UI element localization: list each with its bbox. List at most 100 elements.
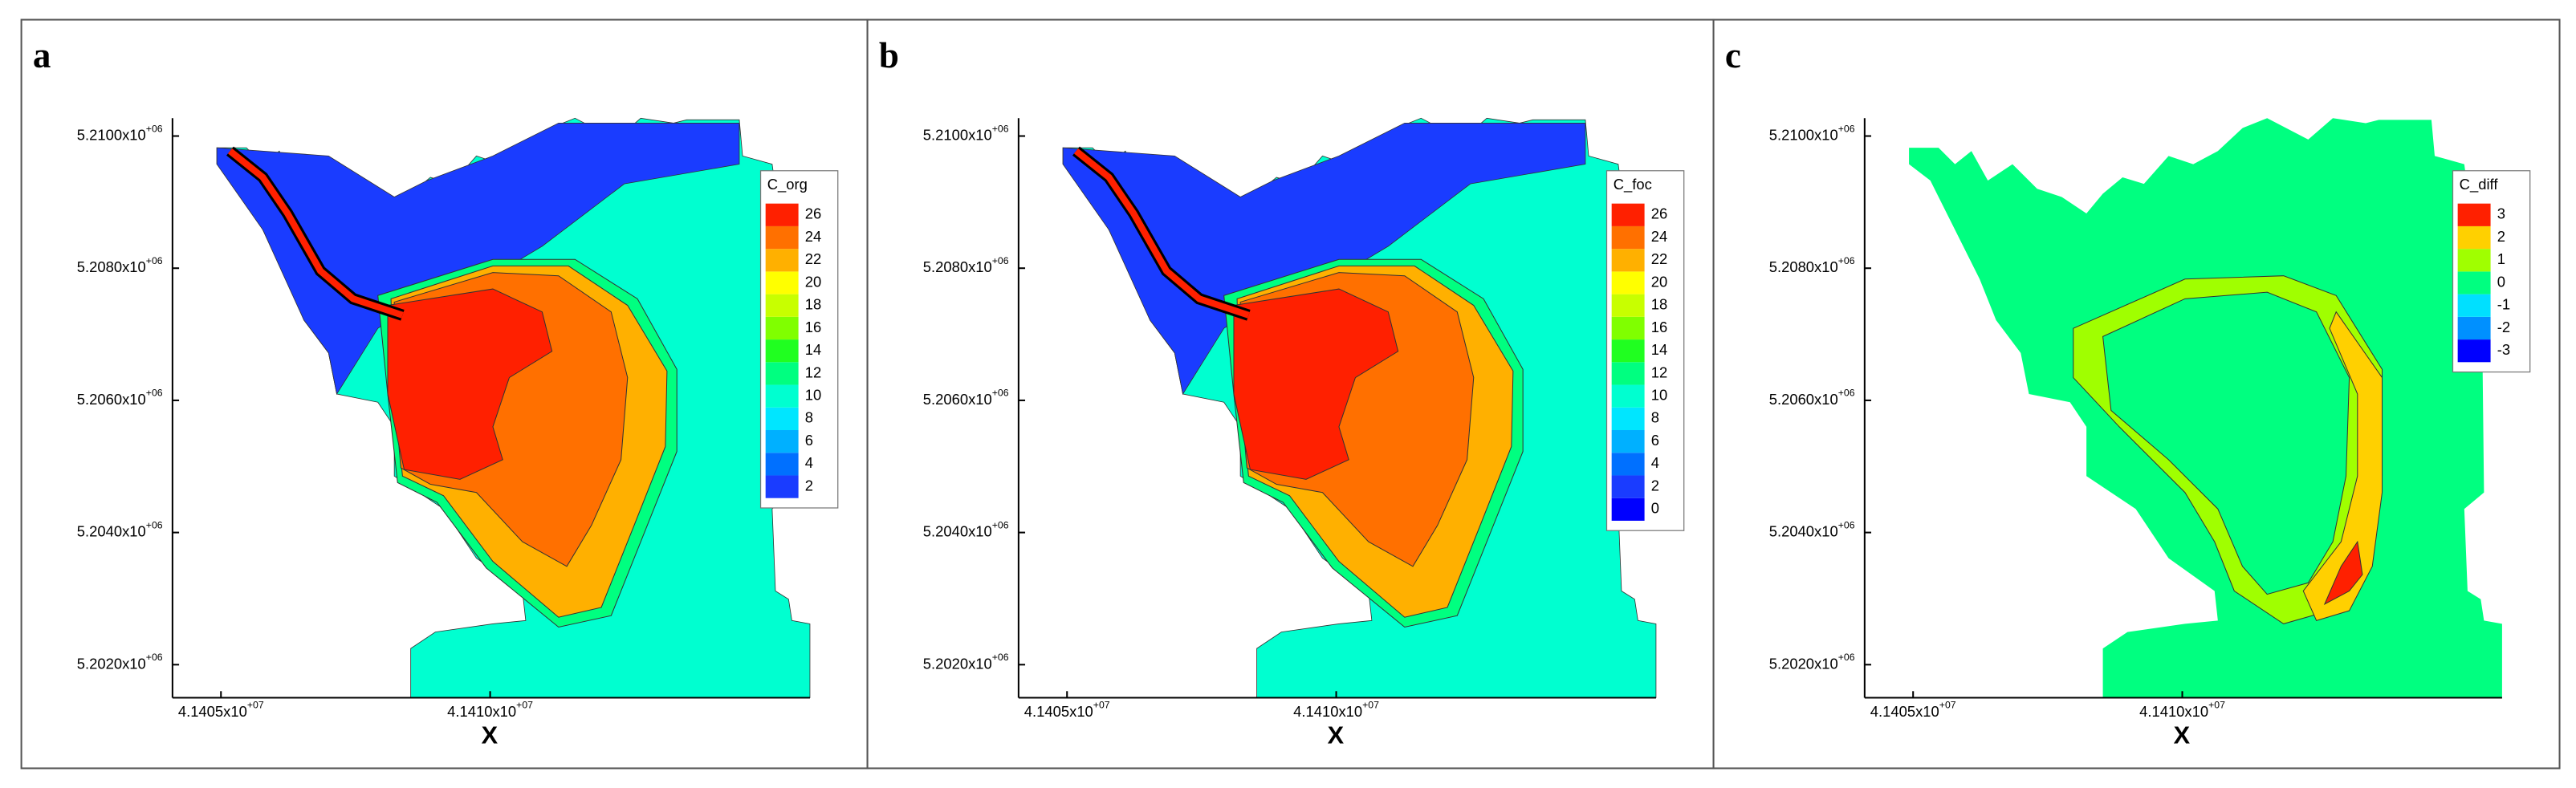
legend-title: C_foc [1614, 176, 1652, 193]
legend-label: 20 [805, 273, 821, 290]
legend-label: 10 [1651, 387, 1667, 404]
legend-label: 20 [1651, 273, 1667, 290]
legend-swatch [765, 475, 799, 498]
legend-swatch [765, 362, 799, 385]
legend-swatch [1611, 430, 1645, 453]
x-axis-title: X [482, 721, 499, 749]
panel-label: a [33, 35, 51, 75]
legend-swatch [2457, 294, 2491, 317]
legend-swatch [765, 225, 799, 250]
legend-swatch [765, 430, 799, 453]
tick-label: 5.2020x10+06 [1769, 652, 1855, 672]
tick-label: 5.2060x10+06 [1769, 388, 1855, 408]
legend-swatch [1611, 225, 1645, 250]
tick-label: 4.1405x10+07 [1024, 700, 1110, 720]
legend-label: 0 [2497, 273, 2505, 290]
legend-swatch [1611, 203, 1645, 226]
legend-label: -2 [2497, 319, 2510, 335]
panel-label: c [1725, 35, 1741, 75]
legend-swatch [765, 339, 799, 363]
low-region [1062, 123, 1586, 396]
tick-label: 4.1410x10+07 [2139, 700, 2225, 720]
legend-label: 24 [1651, 228, 1667, 245]
legend-label: 4 [1651, 454, 1659, 471]
legend-label: 10 [805, 387, 821, 404]
legend-swatch [765, 453, 799, 476]
legend-swatch [1611, 339, 1645, 363]
x-axis-title: X [1328, 721, 1345, 749]
legend-label: 8 [1651, 409, 1659, 426]
legend-label: 2 [1651, 477, 1659, 494]
legend-title: C_diff [2460, 176, 2499, 193]
legend-swatch [765, 316, 799, 340]
tick-label: 5.2020x10+06 [923, 652, 1009, 672]
legend-swatch [1611, 316, 1645, 340]
legend-label: 2 [2497, 228, 2505, 245]
legend-swatch [765, 203, 799, 226]
tick-label: 5.2080x10+06 [923, 255, 1009, 275]
tick-label: 5.2020x10+06 [77, 652, 163, 672]
legend-swatch [1611, 384, 1645, 408]
channel [227, 148, 404, 319]
legend-swatch [765, 407, 799, 431]
legend-label: 12 [805, 364, 821, 380]
tick-label: 4.1410x10+07 [447, 700, 533, 720]
legend-label: 26 [1651, 205, 1667, 222]
legend-label: 8 [805, 409, 813, 426]
panel-label: b [879, 35, 899, 75]
tick-label: 5.2100x10+06 [923, 124, 1009, 144]
tick-label: 4.1410x10+07 [1293, 700, 1379, 720]
panel [866, 18, 1715, 770]
contour-band [2102, 291, 2350, 595]
legend-label: 22 [1651, 250, 1667, 267]
legend-title: C_org [767, 176, 808, 193]
channel [1073, 148, 1250, 319]
legend-swatch [1611, 453, 1645, 476]
legend-label: 26 [805, 205, 821, 222]
legend-label: 14 [805, 341, 821, 358]
legend-label: 4 [805, 454, 813, 471]
legend-swatch [1611, 407, 1645, 431]
contour-band [2323, 540, 2363, 606]
legend-swatch [765, 384, 799, 408]
legend-label: 22 [805, 250, 821, 267]
legend-label: 1 [2497, 250, 2505, 267]
legend-label: 3 [2497, 205, 2505, 222]
legend-label: 18 [805, 296, 821, 313]
legend-label: 16 [1651, 319, 1667, 335]
legend-swatch [1611, 475, 1645, 498]
legend-swatch [2457, 249, 2491, 272]
tick-label: 4.1405x10+07 [1870, 700, 1956, 720]
panel [20, 18, 869, 770]
legend-swatch [1611, 498, 1645, 521]
tick-label: 5.2040x10+06 [923, 520, 1009, 540]
legend-swatch [2457, 271, 2491, 294]
tick-label: 5.2060x10+06 [77, 388, 163, 408]
legend-swatch [765, 294, 799, 317]
legend-label: 18 [1651, 296, 1667, 313]
legend-label: 12 [1651, 364, 1667, 380]
legend-swatch [765, 271, 799, 294]
contour-band [387, 288, 553, 480]
legend-swatch [1611, 271, 1645, 294]
low-region [216, 123, 740, 396]
legend-swatch [2457, 225, 2491, 250]
tick-label: 5.2080x10+06 [77, 255, 163, 275]
tick-label: 5.2100x10+06 [1769, 124, 1855, 144]
legend-swatch [2457, 203, 2491, 226]
legend-label: -1 [2497, 296, 2510, 313]
legend-label: 2 [805, 477, 813, 494]
legend-label: 6 [805, 432, 813, 449]
legend-label: 6 [1651, 432, 1659, 449]
x-axis-title: X [2174, 721, 2191, 749]
contour-band [1233, 288, 1399, 480]
legend-swatch [2457, 339, 2491, 363]
tick-label: 5.2040x10+06 [77, 520, 163, 540]
legend-swatch [1611, 362, 1645, 385]
legend-swatch [2457, 316, 2491, 340]
legend-label: 14 [1651, 341, 1667, 358]
tick-label: 5.2080x10+06 [1769, 255, 1855, 275]
contour-band [2302, 311, 2383, 621]
